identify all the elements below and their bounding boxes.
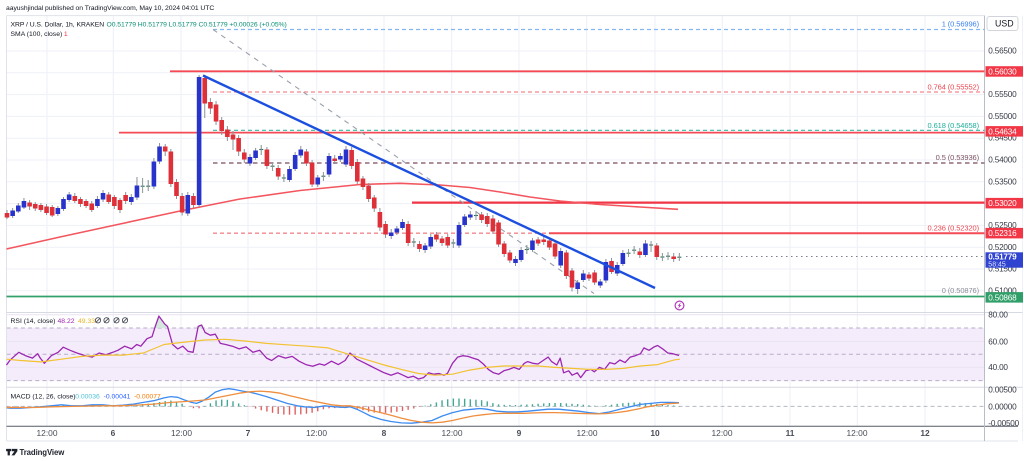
- svg-text:0.56500: 0.56500: [988, 47, 1017, 56]
- svg-text:12:00: 12:00: [442, 428, 463, 438]
- svg-text:TradingView: TradingView: [20, 448, 66, 457]
- svg-text:aayushjindal published on Trad: aayushjindal published on TradingView.co…: [6, 5, 214, 12]
- svg-text:12: 12: [920, 428, 930, 438]
- svg-text:12:00: 12:00: [171, 428, 192, 438]
- svg-text:58:45: 58:45: [988, 261, 1006, 268]
- svg-text:6: 6: [111, 428, 116, 438]
- svg-text:0.52316: 0.52316: [988, 229, 1017, 238]
- svg-text:0.51500: 0.51500: [988, 265, 1017, 274]
- svg-text:USD: USD: [995, 19, 1014, 29]
- svg-text:12:00: 12:00: [37, 428, 58, 438]
- svg-text:SMA (100, close)1: SMA (100, close) 1: [11, 31, 68, 38]
- svg-text:0.55000: 0.55000: [988, 112, 1017, 121]
- svg-text:60.00: 60.00: [988, 337, 1008, 346]
- svg-text:0.00500: 0.00500: [988, 386, 1017, 395]
- svg-text:7: 7: [246, 428, 251, 438]
- svg-text:0.00000: 0.00000: [988, 402, 1017, 411]
- svg-text:0.53020: 0.53020: [988, 199, 1017, 208]
- svg-text:12:00: 12:00: [712, 428, 733, 438]
- svg-text:0.236 (0.52320): 0.236 (0.52320): [928, 224, 980, 233]
- svg-text:0.54634: 0.54634: [988, 127, 1017, 136]
- svg-text:0.54000: 0.54000: [988, 156, 1017, 165]
- svg-text:0.55500: 0.55500: [988, 90, 1017, 99]
- svg-text:12:00: 12:00: [847, 428, 868, 438]
- svg-text:0.52500: 0.52500: [988, 221, 1017, 230]
- svg-text:0.5 (0.53936): 0.5 (0.53936): [936, 153, 980, 162]
- svg-text:0.51000: 0.51000: [988, 286, 1017, 295]
- svg-text:0.618 (0.54658): 0.618 (0.54658): [928, 121, 980, 130]
- svg-text:0.54500: 0.54500: [988, 134, 1017, 143]
- svg-text:0.56030: 0.56030: [988, 68, 1017, 77]
- svg-text:10: 10: [650, 428, 660, 438]
- svg-text:1 (0.56996): 1 (0.56996): [942, 20, 980, 29]
- svg-text:40.00: 40.00: [988, 363, 1008, 372]
- svg-text:80.00: 80.00: [988, 311, 1008, 320]
- svg-text:0.764 (0.55552): 0.764 (0.55552): [928, 82, 980, 91]
- svg-text:8: 8: [382, 428, 387, 438]
- svg-text:0.51779: 0.51779: [988, 253, 1017, 262]
- svg-text:9: 9: [517, 428, 522, 438]
- svg-text:12:00: 12:00: [577, 428, 598, 438]
- svg-text:-0.00500: -0.00500: [988, 419, 1019, 428]
- svg-text:0.53500: 0.53500: [988, 177, 1017, 186]
- svg-text:0.50868: 0.50868: [988, 293, 1017, 302]
- svg-text:MACD (12, 26, close)0.00036-0.: MACD (12, 26, close)0.00036 -0.00041 -0.00…: [11, 394, 162, 401]
- svg-text:0.52000: 0.52000: [988, 243, 1017, 252]
- svg-text:0 (0.50876): 0 (0.50876): [942, 286, 980, 295]
- svg-text:12:00: 12:00: [306, 428, 327, 438]
- svg-text:11: 11: [786, 428, 795, 438]
